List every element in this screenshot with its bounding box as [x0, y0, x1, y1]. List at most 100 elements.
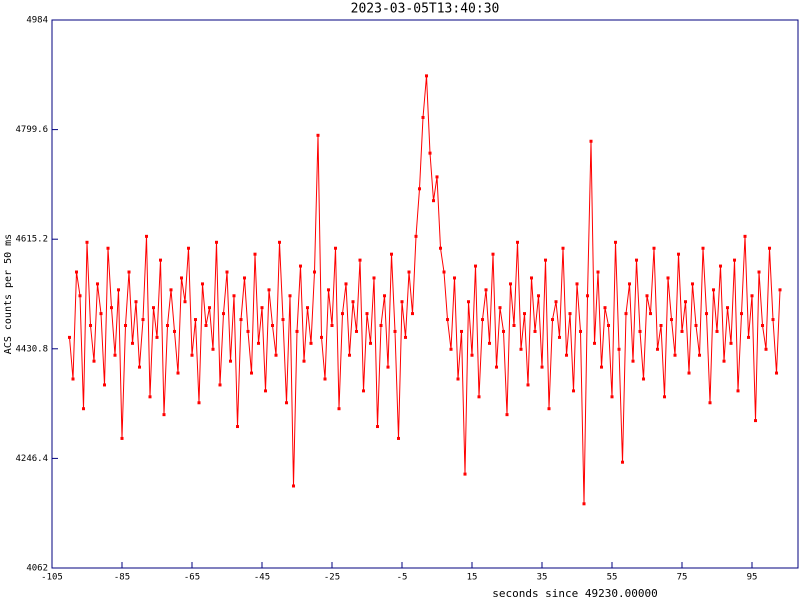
data-point: [190, 353, 194, 357]
data-point: [446, 318, 450, 322]
y-axis-label: ACS counts per 50 ms: [3, 234, 14, 354]
data-point: [481, 318, 485, 322]
data-point: [631, 359, 635, 363]
data-point: [537, 294, 541, 298]
data-point: [369, 341, 373, 345]
data-point: [540, 365, 544, 369]
data-point: [243, 276, 247, 280]
data-point: [659, 324, 663, 328]
data-point: [439, 246, 443, 250]
data-point: [551, 318, 555, 322]
data-point: [736, 389, 740, 393]
data-point: [617, 347, 621, 351]
data-point: [565, 353, 569, 357]
data-point: [264, 389, 268, 393]
data-point: [589, 139, 593, 143]
data-point: [484, 288, 488, 292]
data-point: [92, 359, 96, 363]
data-point: [166, 324, 170, 328]
data-point: [614, 240, 618, 244]
data-point: [379, 324, 383, 328]
y-tick-label: 4246.4: [15, 454, 48, 464]
data-point: [698, 353, 702, 357]
data-point: [334, 246, 338, 250]
data-point: [442, 270, 446, 274]
data-point: [750, 294, 754, 298]
data-point: [358, 258, 362, 262]
x-tick-label: 75: [677, 573, 688, 583]
data-point: [582, 502, 586, 506]
data-point: [554, 300, 558, 304]
data-point: [768, 246, 772, 250]
x-tick-label: 95: [747, 573, 758, 583]
x-tick-label: -65: [184, 573, 200, 583]
data-point: [677, 252, 681, 256]
x-tick-label: 15: [467, 573, 478, 583]
data-point: [600, 365, 604, 369]
data-point: [152, 306, 156, 310]
data-point: [299, 264, 303, 268]
data-point: [351, 300, 355, 304]
data-point: [274, 353, 278, 357]
data-point: [124, 324, 128, 328]
data-point: [586, 294, 590, 298]
data-point: [285, 401, 289, 405]
data-point: [341, 312, 345, 316]
x-tick-label: -85: [114, 573, 130, 583]
x-axis-label: seconds since 49230.00000: [492, 587, 658, 600]
data-point: [159, 258, 163, 262]
data-point: [176, 371, 180, 375]
data-point: [204, 324, 208, 328]
x-tick-label: -25: [324, 573, 340, 583]
data-point: [390, 252, 394, 256]
data-point: [775, 371, 779, 375]
data-point: [75, 270, 79, 274]
data-point: [652, 246, 656, 250]
data-point: [229, 359, 233, 363]
x-tick-label: -105: [41, 573, 63, 583]
data-point: [701, 246, 705, 250]
data-point: [680, 329, 684, 333]
data-point: [344, 282, 348, 286]
data-point: [309, 341, 313, 345]
data-point: [544, 258, 548, 262]
data-point: [726, 306, 730, 310]
data-point: [68, 335, 72, 339]
data-point: [246, 329, 250, 333]
data-point: [523, 312, 527, 316]
data-point: [421, 115, 425, 119]
data-point: [113, 353, 117, 357]
data-point: [313, 270, 317, 274]
data-point: [225, 270, 229, 274]
data-point: [288, 294, 292, 298]
data-point: [729, 341, 733, 345]
data-point: [211, 347, 215, 351]
data-point: [463, 472, 467, 476]
data-point: [348, 353, 352, 357]
data-point: [138, 365, 142, 369]
data-point: [337, 407, 341, 411]
data-point: [141, 318, 145, 322]
data-point: [460, 329, 464, 333]
data-point: [670, 318, 674, 322]
data-point: [740, 312, 744, 316]
data-point: [694, 324, 698, 328]
data-point: [575, 282, 579, 286]
data-point: [267, 288, 271, 292]
data-point: [558, 335, 562, 339]
data-point: [663, 395, 667, 399]
data-point: [502, 329, 506, 333]
data-point: [712, 288, 716, 292]
data-point: [355, 329, 359, 333]
data-point: [512, 324, 516, 328]
data-point: [593, 341, 597, 345]
data-point: [425, 74, 429, 78]
data-point: [306, 306, 310, 310]
data-point: [684, 300, 688, 304]
data-point: [715, 329, 719, 333]
data-point: [82, 407, 86, 411]
data-point: [509, 282, 513, 286]
data-point: [470, 353, 474, 357]
y-tick-label: 4615.2: [15, 235, 48, 245]
data-point: [250, 371, 254, 375]
